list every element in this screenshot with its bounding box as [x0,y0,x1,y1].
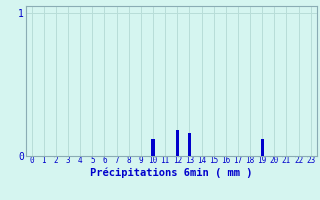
Bar [151,139,155,156]
X-axis label: Précipitations 6min ( mm ): Précipitations 6min ( mm ) [90,168,252,178]
Bar [176,130,179,156]
Bar [261,139,264,156]
Bar [188,133,191,156]
